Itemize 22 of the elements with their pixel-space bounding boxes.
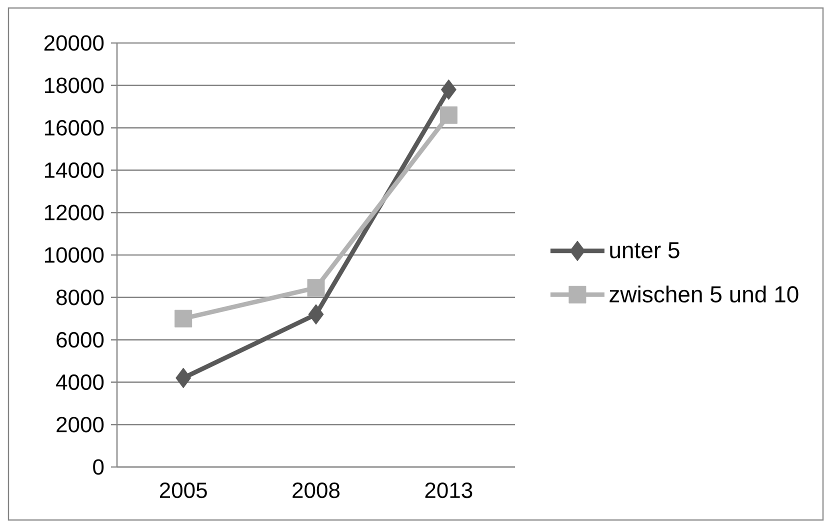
point <box>440 79 456 100</box>
x-tick-label: 2008 <box>292 482 340 498</box>
y-tick-label: 10000 <box>44 247 104 263</box>
point <box>440 106 458 124</box>
legend-label: zwischen 5 und 10 <box>610 286 798 302</box>
y-tick-label: 2000 <box>56 416 104 432</box>
point <box>308 304 324 325</box>
y-tick-label: 4000 <box>56 374 104 390</box>
y-tick-label: 20000 <box>44 35 104 51</box>
y-tick-label: 18000 <box>44 78 104 94</box>
x-tick-label: 2013 <box>425 482 472 498</box>
x-tick-label: 2005 <box>160 482 207 498</box>
y-tick-label: 12000 <box>44 204 104 220</box>
y-tick-label: 14000 <box>44 162 104 178</box>
point <box>174 310 192 328</box>
y-tick-label: 0 <box>93 459 104 475</box>
point <box>307 279 325 297</box>
y-tick-label: 16000 <box>44 120 104 136</box>
y-tick-label: 6000 <box>56 332 104 348</box>
legend-label: unter 5 <box>610 242 680 258</box>
y-tick-label: 8000 <box>56 290 104 306</box>
point <box>176 368 192 388</box>
